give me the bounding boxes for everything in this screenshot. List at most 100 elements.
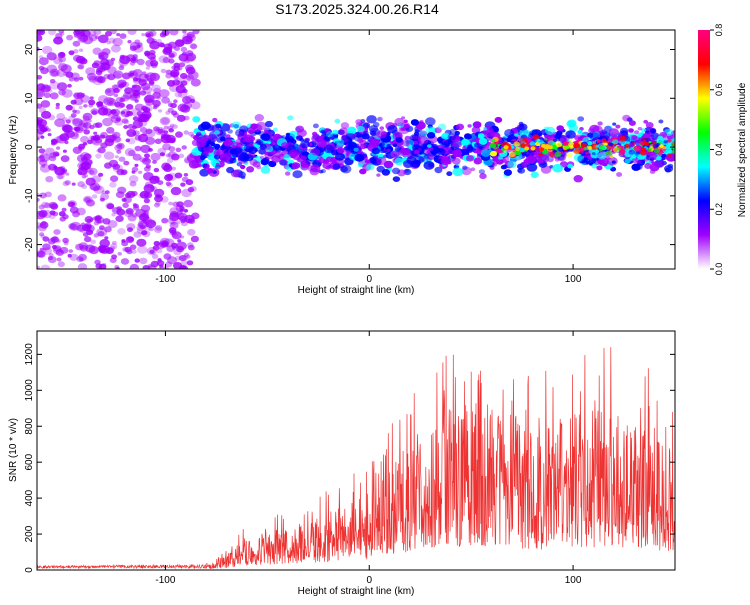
heatmap-blob [120,109,131,118]
heatmap-blob [132,130,140,136]
heatmap-blob [132,116,139,121]
heatmap-blob [114,144,123,151]
heatmap-blob [67,83,72,88]
heatmap-blob [137,170,143,174]
heatmap-blob [353,147,359,152]
heatmap-blob [225,134,231,139]
heatmap-blob [42,247,53,255]
heatmap-blob [239,125,249,133]
heatmap-blob [283,154,291,161]
heatmap-blob [529,141,536,147]
heatmap-blob [131,166,139,172]
heatmap-blob [116,33,121,37]
heatmap-blob [268,136,276,143]
heatmap-blob [111,108,121,116]
heatmap-blob [417,147,422,151]
heatmap-blob [132,58,137,62]
heatmap-blob [148,226,154,232]
heatmap-blob [107,220,118,229]
heatmap-blob [128,175,139,183]
heatmap-blob [132,54,138,59]
heatmap-blob [671,150,675,154]
heatmap-blob [526,163,538,172]
heatmap-blob [131,84,137,89]
heatmap-blob [406,156,417,165]
heatmap-blob [185,66,196,75]
heatmap-blob [320,129,325,134]
heatmap-blob [37,30,46,36]
heatmap-blob [70,72,80,80]
heatmap-blob [107,89,112,93]
heatmap-blob [93,60,101,66]
heatmap-blob [249,159,258,166]
heatmap-blob [68,223,76,230]
heatmap-blob [557,146,564,152]
heatmap-blob [568,142,575,148]
heatmap-blob [113,101,121,108]
heatmap-blob [176,241,187,251]
heatmap-blob [149,49,156,56]
heatmap-blob [167,107,174,113]
heatmap-blob [152,160,157,164]
heatmap-blob [58,56,67,63]
heatmap-blob [126,249,133,255]
heatmap-blob [163,125,169,130]
heatmap-blob [197,124,207,131]
heatmap-blob [649,163,660,172]
heatmap-blob [608,142,614,147]
heatmap-blob [366,163,375,171]
heatmap-blob [91,194,98,199]
heatmap-blob [95,214,103,221]
heatmap-blob [171,231,182,240]
heatmap-blob [121,118,129,124]
heatmap-blob [249,143,254,147]
heatmap-blob [410,119,419,126]
heatmap-blob [180,46,188,53]
heatmap-blob [96,185,103,191]
heatmap-blob [451,135,461,143]
heatmap-blob [555,142,563,148]
heatmap-blob [288,149,299,158]
heatmap-blob [186,254,191,259]
heatmap-blob [355,119,363,125]
heatmap-blob [239,153,250,162]
heatmap-blob [72,118,80,125]
heatmap-blob [300,163,309,171]
heatmap-blob [661,160,667,166]
heatmap-blob [478,146,483,150]
heatmap-blob [538,152,543,157]
heatmap-blob [292,143,299,149]
heatmap-blob [127,150,136,157]
heatmap-blob [642,136,647,141]
heatmap-blob [51,244,58,250]
colorbar-tick-label: 0.8 [714,24,724,37]
heatmap-blob [93,220,100,226]
heatmap-blob [452,157,461,165]
heatmap-blob [107,73,116,81]
heatmap-blob [154,202,160,208]
heatmap-blob [69,106,76,111]
heatmap-blob [132,91,141,99]
heatmap-blob [399,147,409,156]
heatmap-blob [153,167,160,173]
heatmap-ytick-label: -10 [24,188,35,203]
heatmap-blob [42,45,53,55]
heatmap-blob [177,114,186,122]
heatmap-blob [233,159,239,164]
heatmap-blob [196,138,207,148]
heatmap-blob [340,122,350,129]
heatmap-blob [182,35,193,45]
heatmap-blob [231,121,241,130]
heatmap-blob [73,33,80,38]
heatmap-blob [73,126,79,131]
heatmap-blob [492,157,498,162]
heatmap-blob [597,121,603,126]
heatmap-blob [176,77,183,83]
heatmap-blob [335,152,345,161]
heatmap-blob [92,122,100,128]
heatmap-blob [161,117,170,125]
heatmap-blob [80,135,89,144]
heatmap-blob [116,168,125,176]
heatmap-blob [115,266,120,269]
